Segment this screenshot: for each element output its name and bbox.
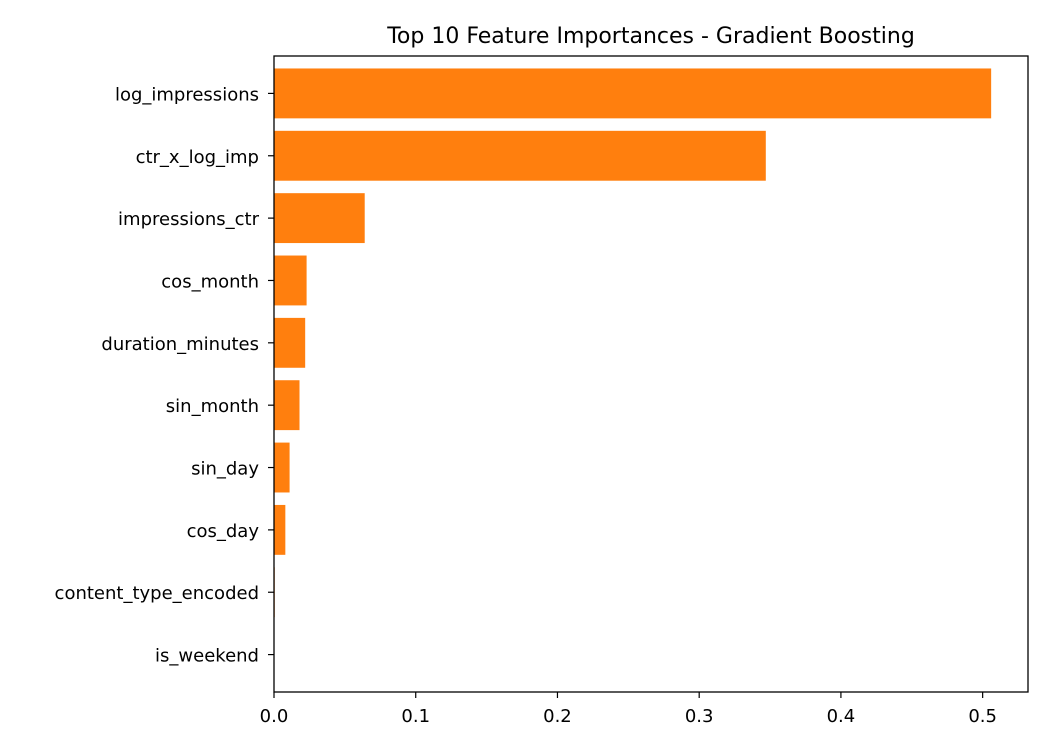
y-tick-label: impressions_ctr (118, 209, 260, 230)
y-tick-label: sin_day (191, 459, 259, 480)
bars-group (274, 68, 992, 680)
bar-log_impressions (274, 68, 992, 119)
y-tick-labels: log_impressions ctr_x_log_imp impressions_… (55, 84, 260, 666)
bar-cos_day (274, 504, 286, 555)
chart-title: Top 10 Feature Importances - Gradient Bo… (386, 24, 915, 49)
x-tick-label: 0.2 (543, 706, 572, 727)
y-tick-marks (268, 92, 274, 656)
x-tick-label: 0.5 (968, 706, 997, 727)
y-tick-label: sin_month (166, 396, 259, 417)
y-tick-label: ctr_x_log_imp (136, 147, 259, 168)
y-tick-label: is_weekend (155, 646, 259, 667)
bar-sin_month (274, 380, 300, 431)
bar-ctr_x_log_imp (274, 130, 766, 181)
y-tick-label: content_type_encoded (55, 583, 259, 604)
x-tick-label: 0.1 (401, 706, 430, 727)
plot-frame (273, 55, 1029, 693)
bar-cos_month (274, 255, 307, 306)
x-tick-label: 0.4 (827, 706, 856, 727)
y-tick-label: log_impressions (115, 84, 259, 105)
y-tick-label: cos_month (161, 271, 259, 292)
x-tick-label: 0.0 (260, 706, 289, 727)
x-ticks: 0.0 0.1 0.2 0.3 0.4 0.5 (260, 692, 997, 727)
bar-sin_day (274, 442, 290, 493)
bar-impressions_ctr (274, 193, 365, 244)
bar-duration_minutes (274, 317, 306, 368)
y-tick-label: duration_minutes (101, 334, 259, 355)
x-tick-label: 0.3 (685, 706, 714, 727)
y-tick-label: cos_day (187, 521, 260, 542)
